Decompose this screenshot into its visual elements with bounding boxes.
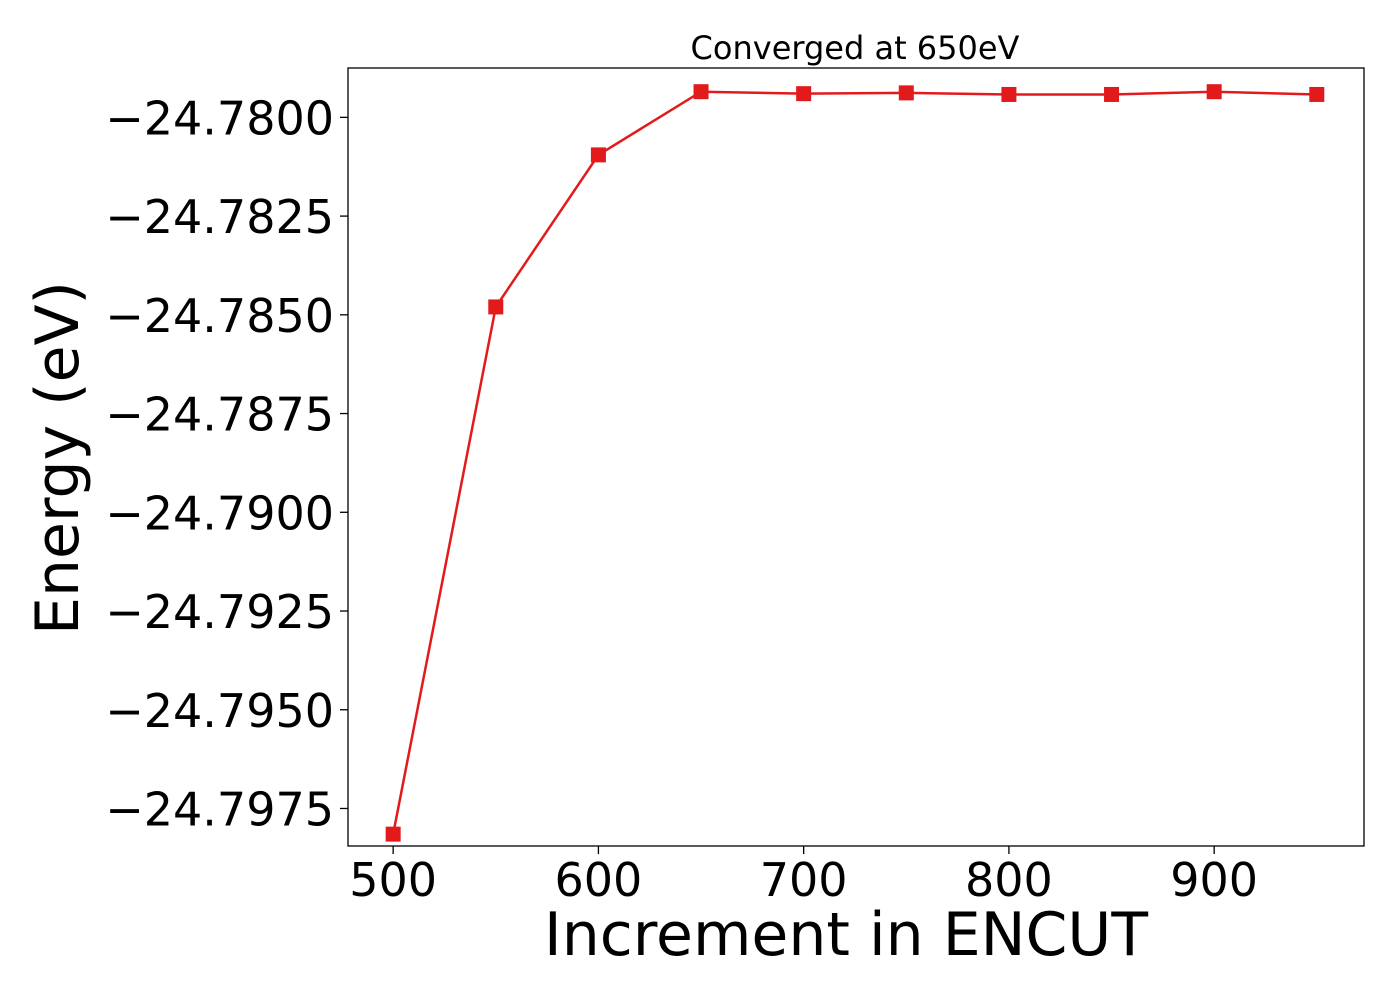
y-axis-label: Energy (eV) (23, 281, 93, 635)
y-tick-label: −24.7825 (105, 190, 334, 244)
x-axis: 500 600 700 800 900 (349, 846, 1258, 907)
y-tick-label: −24.7925 (105, 585, 334, 639)
data-point-marker (488, 299, 504, 315)
y-tick-label: −24.7800 (105, 91, 334, 145)
x-tick-label: 600 (555, 853, 643, 907)
y-tick-label: −24.7900 (105, 486, 334, 540)
y-tick-label: −24.7850 (105, 289, 334, 343)
data-point-marker (1104, 86, 1120, 102)
series-line (391, 90, 1317, 835)
data-point-marker (385, 826, 401, 842)
data-point-marker (693, 84, 709, 100)
data-point-marker (1309, 86, 1325, 102)
data-point-marker (898, 85, 914, 101)
data-point-marker (590, 147, 606, 163)
x-tick-label: 500 (349, 853, 437, 907)
data-point-marker (796, 86, 812, 102)
y-tick-label: −24.7950 (105, 684, 334, 738)
chart-title: Converged at 650eV (691, 29, 1020, 67)
y-tick-label: −24.7975 (105, 782, 334, 836)
series-layer (385, 84, 1325, 842)
x-tick-label: 700 (760, 853, 848, 907)
plot-area-frame (347, 67, 1365, 847)
x-tick-label: 900 (1170, 853, 1258, 907)
data-point-marker (1206, 84, 1222, 100)
y-axis: −24.7800 −24.7825 −24.7850 −24.7875 −24.7900… (105, 91, 348, 836)
data-point-marker (1001, 86, 1017, 102)
x-tick-label: 800 (965, 853, 1053, 907)
y-tick-label: −24.7875 (105, 388, 334, 442)
x-axis-label: Increment in ENCUT (544, 900, 1148, 970)
